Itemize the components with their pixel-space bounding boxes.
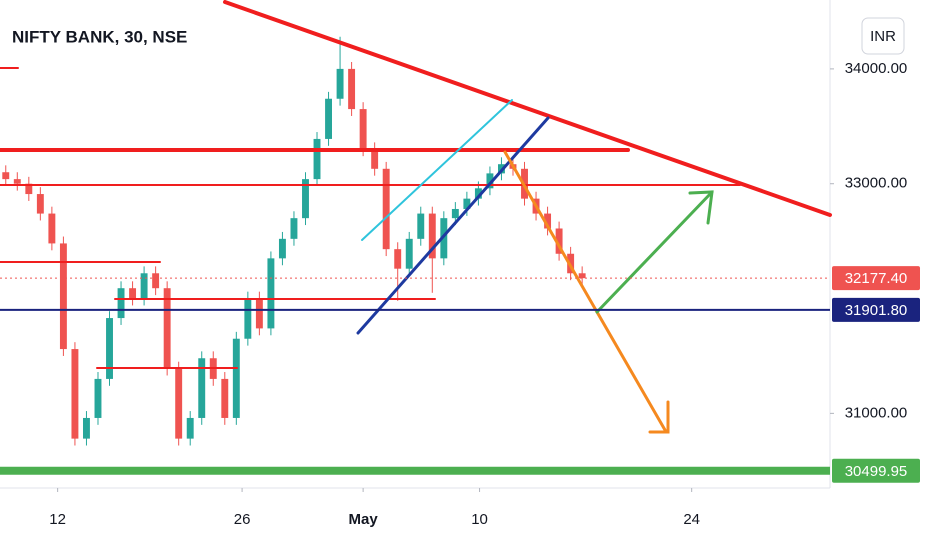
candle-body <box>336 68 344 99</box>
candle-body <box>313 138 321 180</box>
drawings <box>0 0 832 434</box>
x-tick-label: 24 <box>683 511 700 528</box>
candle-body <box>175 368 183 439</box>
candle-body <box>48 213 56 244</box>
candle-body <box>555 228 563 254</box>
candle-body <box>371 149 379 169</box>
x-tick-label: May <box>349 511 379 528</box>
x-tick-label: 26 <box>234 511 251 528</box>
candle-body <box>140 273 148 299</box>
candle-body <box>129 288 137 299</box>
candle-body <box>486 173 494 189</box>
price-label-box <box>832 297 920 322</box>
candle-body <box>36 194 44 214</box>
price-label-box <box>832 458 920 483</box>
y-tick-label: 34000.00 <box>845 60 908 77</box>
price-label: 32177.40 <box>845 270 908 287</box>
arrow-head <box>648 400 670 434</box>
arrow-head <box>688 190 714 225</box>
currency[interactable]: INR <box>870 28 896 45</box>
candle-body <box>244 298 252 339</box>
candle-body <box>2 172 10 180</box>
candle-body <box>348 68 356 110</box>
price-label: 30499.95 <box>845 463 908 480</box>
trend-line <box>223 0 832 217</box>
candle-body <box>152 273 160 289</box>
chart-title: NIFTY BANK, 30, NSE <box>12 27 187 46</box>
overlay: 32177.40 31901.80 30499.95 <box>0 266 920 483</box>
candle-body <box>394 249 402 269</box>
channel-line <box>361 99 513 241</box>
candle-body <box>198 358 206 418</box>
candle-body <box>59 243 67 350</box>
candle-body <box>106 318 113 379</box>
candle-body <box>359 109 367 150</box>
candle-body <box>474 188 482 199</box>
candle-body <box>221 378 229 418</box>
candles <box>2 36 586 446</box>
price-label-box <box>832 266 920 291</box>
x-tick-label: 12 <box>49 511 66 528</box>
candle-body <box>325 98 332 139</box>
currency-box[interactable] <box>861 17 905 55</box>
candle-body <box>428 213 436 259</box>
channel-line <box>356 116 550 335</box>
candle-body <box>451 208 459 219</box>
candle-body <box>405 238 413 269</box>
candle-body <box>255 298 263 329</box>
candle-body <box>83 417 90 439</box>
candle-body <box>232 338 240 418</box>
candle-body <box>94 378 102 418</box>
candle-body <box>440 218 448 259</box>
candle-body <box>13 179 21 184</box>
candle-body <box>578 273 586 279</box>
x-tick-label: 10 <box>471 511 488 528</box>
y-tick-label: 33000.00 <box>845 175 908 192</box>
candle-body <box>267 258 275 329</box>
candle-body <box>278 238 286 259</box>
arrow <box>595 190 714 314</box>
candle-body <box>186 417 194 439</box>
candle-body <box>290 218 298 239</box>
candle-body <box>71 349 79 439</box>
candle-body <box>544 213 552 229</box>
candle-body <box>163 288 171 369</box>
candle-body <box>117 288 125 319</box>
candle-body <box>302 179 309 219</box>
candle-body <box>382 168 390 250</box>
candle-body <box>25 183 33 195</box>
y-tick-label: 31000.00 <box>845 404 908 421</box>
candle-body <box>417 213 425 239</box>
candle-body <box>463 198 471 209</box>
price-label: 31901.80 <box>845 302 908 319</box>
